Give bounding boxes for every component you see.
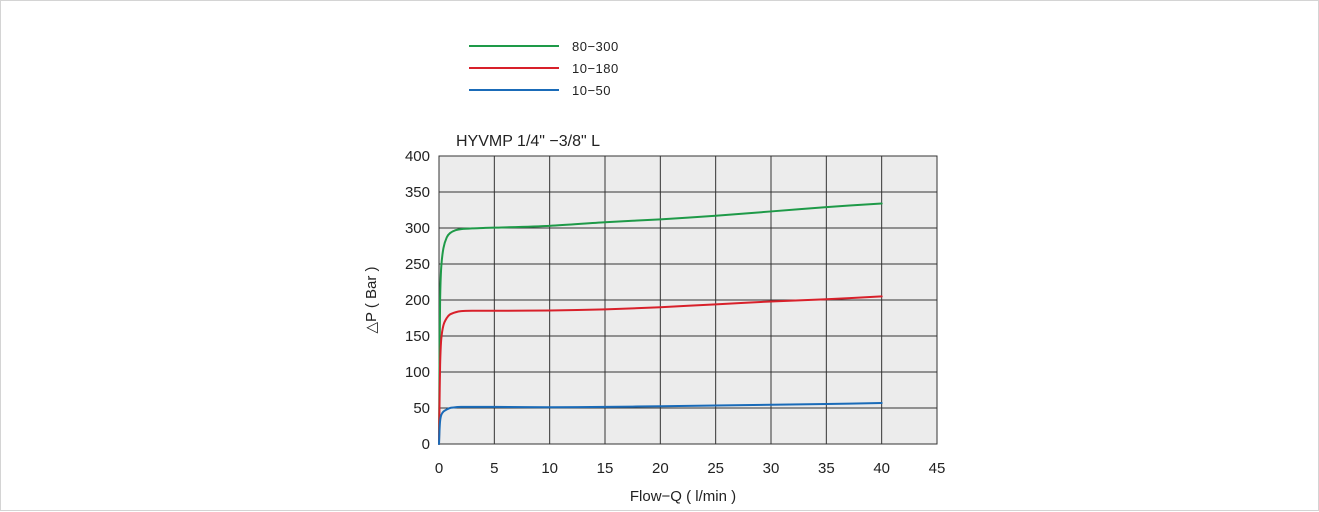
x-tick-label-2: 10	[541, 460, 558, 477]
y-tick-label-0: 0	[422, 436, 430, 453]
legend-label-0: 80−300	[572, 39, 619, 54]
y-tick-labels: 0 50 100 150 200 250 300 350 400	[405, 148, 430, 453]
legend: 80−300 10−180 10−50	[469, 39, 619, 98]
y-tick-label-1: 50	[413, 400, 430, 417]
y-tick-label-5: 250	[405, 256, 430, 273]
y-tick-label-2: 100	[405, 364, 430, 381]
x-tick-labels: 0 5 10 15 20 25 30 35 40 45	[435, 460, 946, 477]
x-tick-label-0: 0	[435, 460, 443, 477]
y-tick-label-4: 200	[405, 292, 430, 309]
x-tick-label-7: 35	[818, 460, 835, 477]
series-line-2	[438, 401, 883, 445]
x-tick-label-4: 20	[652, 460, 669, 477]
series-lines	[438, 202, 883, 445]
plot-border	[438, 155, 938, 445]
series-line-1	[438, 295, 883, 445]
chart-title: HYVMP 1/4" −3/8" L	[456, 133, 600, 150]
y-tick-label-3: 150	[405, 328, 430, 345]
x-tick-label-1: 5	[490, 460, 498, 477]
y-tick-label-7: 350	[405, 184, 430, 201]
y-axis-label: △P ( Bar )	[363, 266, 380, 333]
series-line-0	[438, 202, 883, 445]
legend-label-2: 10−50	[572, 83, 611, 98]
x-tick-label-9: 45	[929, 460, 946, 477]
x-tick-label-8: 40	[873, 460, 890, 477]
x-axis-label: Flow−Q ( l/min )	[630, 488, 736, 505]
x-tick-label-6: 30	[763, 460, 780, 477]
x-tick-label-3: 15	[597, 460, 614, 477]
y-tick-label-8: 400	[405, 148, 430, 165]
legend-label-1: 10−180	[572, 61, 619, 76]
y-tick-label-6: 300	[405, 220, 430, 237]
x-tick-label-5: 25	[707, 460, 724, 477]
